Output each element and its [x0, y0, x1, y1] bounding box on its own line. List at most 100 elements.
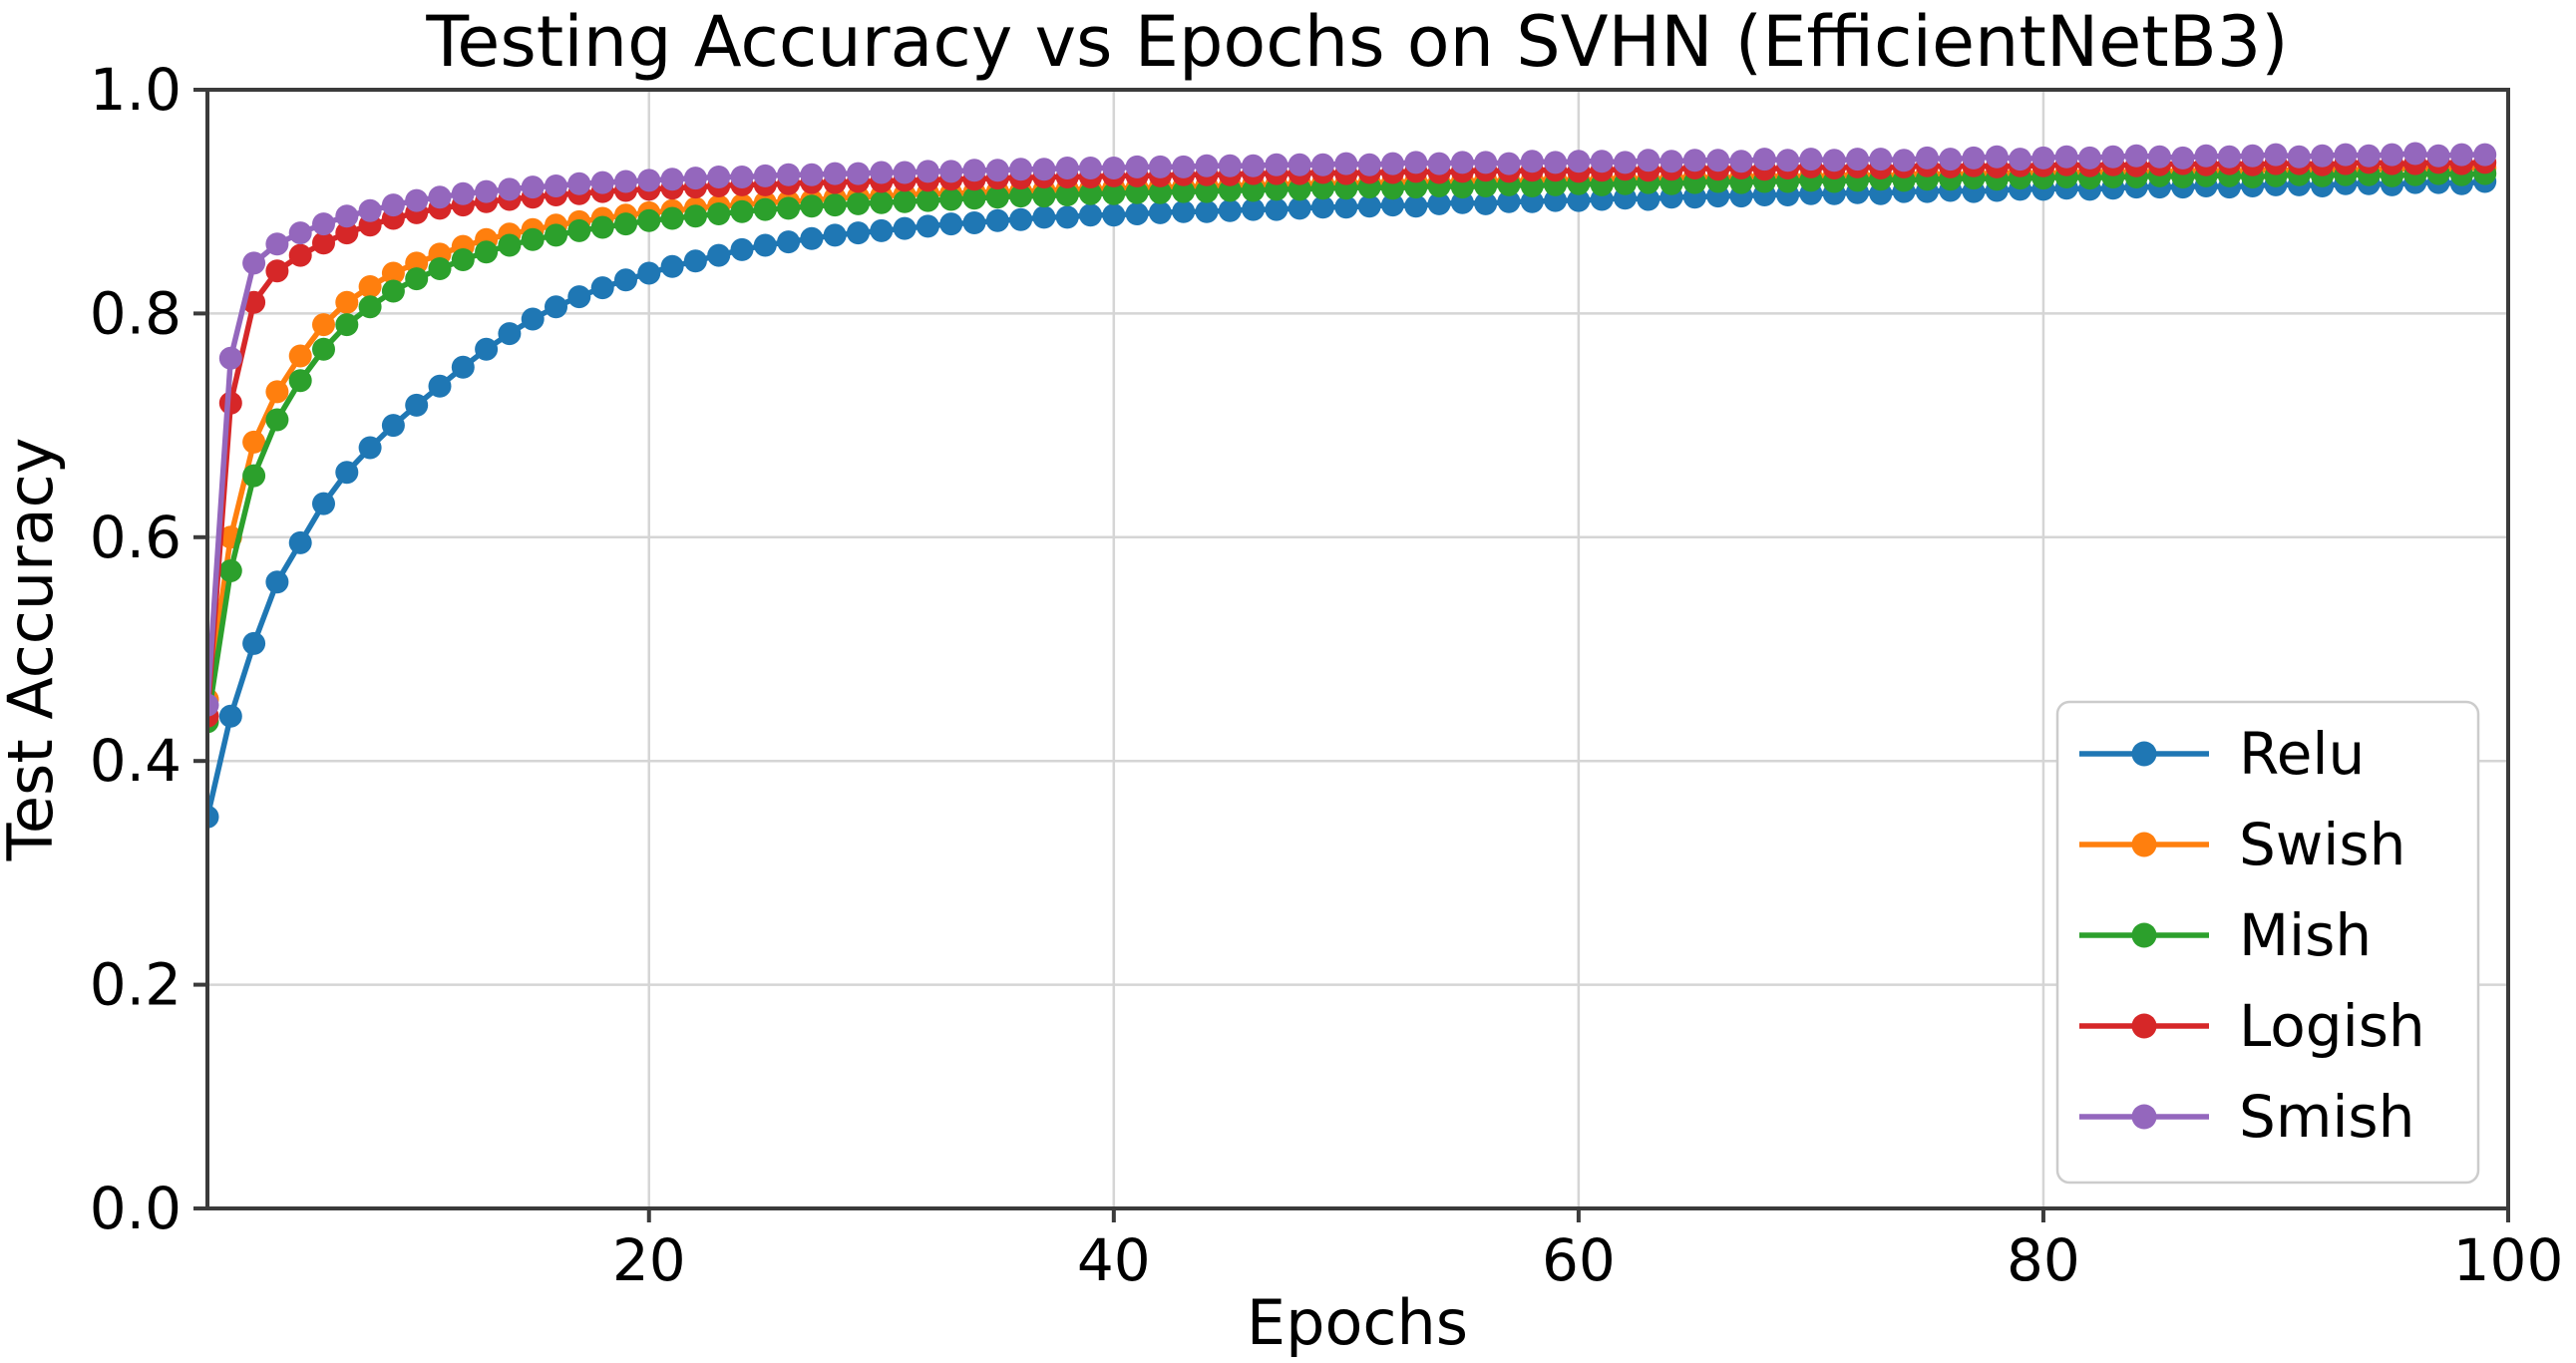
- data-point-smish: [1567, 150, 1591, 173]
- data-point-smish: [2194, 144, 2218, 168]
- data-point-mish: [335, 313, 359, 337]
- data-point-smish: [2031, 146, 2055, 170]
- data-point-smish: [207, 693, 219, 717]
- data-point-smish: [1427, 152, 1451, 175]
- data-point-smish: [1357, 153, 1381, 176]
- data-point-smish: [614, 170, 637, 193]
- data-point-smish: [2311, 144, 2335, 168]
- data-point-relu: [1195, 199, 1219, 223]
- data-point-smish: [1404, 151, 1428, 174]
- data-point-mish: [358, 295, 382, 319]
- data-point-smish: [1242, 154, 1266, 177]
- x-tick-label-40: 40: [1077, 1226, 1151, 1294]
- data-point-relu: [381, 414, 405, 438]
- data-point-smish: [2403, 142, 2427, 166]
- legend-item-mish: Mish: [2079, 901, 2372, 969]
- data-point-smish: [1590, 150, 1614, 173]
- legend-item-logish: Logish: [2079, 992, 2425, 1060]
- data-point-relu: [428, 374, 452, 398]
- data-point-smish: [2148, 145, 2171, 169]
- legend-item-smish: Smish: [2079, 1083, 2414, 1151]
- data-point-mish: [265, 408, 289, 432]
- data-point-mish: [498, 233, 522, 257]
- data-point-smish: [823, 162, 847, 185]
- data-point-relu: [1102, 203, 1126, 227]
- data-point-smish: [1218, 154, 1242, 177]
- data-point-smish: [683, 167, 707, 190]
- data-point-smish: [1846, 148, 1869, 171]
- data-point-smish: [1055, 157, 1079, 179]
- data-point-smish: [1497, 152, 1521, 175]
- data-point-mish: [405, 267, 429, 291]
- data-point-smish: [288, 221, 312, 245]
- data-point-mish: [1125, 180, 1149, 204]
- data-point-mish: [1079, 181, 1102, 205]
- data-point-smish: [2171, 146, 2195, 170]
- data-point-smish: [1869, 148, 1893, 171]
- data-point-smish: [847, 162, 870, 185]
- data-point-mish: [847, 191, 870, 215]
- data-point-mish: [614, 212, 637, 236]
- legend-label-mish: Mish: [2239, 901, 2372, 969]
- data-point-mish: [1102, 181, 1126, 205]
- legend-marker: [2131, 832, 2157, 857]
- y-axis-label: Test Accuracy: [0, 438, 67, 862]
- data-point-smish: [312, 212, 335, 236]
- data-point-relu: [637, 261, 661, 285]
- data-point-smish: [1799, 148, 1823, 171]
- data-point-mish: [753, 197, 777, 221]
- data-point-mish: [1242, 178, 1266, 202]
- data-point-smish: [1009, 158, 1033, 181]
- data-point-relu: [730, 237, 754, 261]
- data-point-relu: [358, 436, 382, 460]
- data-point-logish: [265, 259, 289, 283]
- data-point-smish: [1032, 158, 1056, 181]
- legend-marker: [2131, 741, 2157, 767]
- data-point-smish: [545, 174, 567, 197]
- data-point-smish: [777, 163, 801, 186]
- data-point-smish: [1102, 157, 1126, 179]
- data-point-relu: [498, 322, 522, 346]
- data-point-smish: [1450, 151, 1474, 174]
- y-tick-label-0.2: 0.2: [90, 951, 182, 1019]
- data-point-mish: [288, 369, 312, 393]
- data-point-relu: [265, 570, 289, 594]
- data-point-smish: [498, 177, 522, 201]
- data-point-logish: [288, 243, 312, 267]
- data-point-smish: [1776, 149, 1800, 172]
- data-point-relu: [405, 393, 429, 417]
- data-point-smish: [1752, 148, 1776, 171]
- y-tick-label-1.0: 1.0: [90, 56, 182, 124]
- data-point-smish: [753, 164, 777, 187]
- data-point-smish: [1892, 149, 1916, 172]
- data-point-smish: [521, 175, 545, 199]
- series-line-logish: [207, 160, 2485, 717]
- data-point-smish: [335, 204, 359, 228]
- data-point-swish: [381, 261, 405, 285]
- data-point-mish: [1265, 177, 1288, 201]
- data-point-mish: [893, 189, 917, 213]
- data-point-relu: [312, 492, 335, 515]
- data-point-mish: [985, 185, 1009, 209]
- data-point-smish: [1195, 154, 1219, 177]
- series-mish: [207, 162, 2497, 734]
- data-point-smish: [2217, 145, 2241, 169]
- data-point-mish: [962, 186, 986, 210]
- data-point-relu: [962, 211, 986, 234]
- x-tick-label-60: 60: [1542, 1226, 1616, 1294]
- legend-item-relu: Relu: [2079, 720, 2365, 788]
- data-point-mish: [1148, 180, 1172, 204]
- data-point-smish: [939, 160, 963, 183]
- data-point-relu: [545, 295, 567, 319]
- legend-marker: [2131, 1104, 2157, 1130]
- data-point-smish: [916, 160, 939, 183]
- data-point-relu: [218, 704, 242, 728]
- data-point-mish: [823, 193, 847, 217]
- data-point-relu: [521, 307, 545, 331]
- data-point-relu: [1334, 195, 1358, 219]
- data-point-relu: [939, 212, 963, 236]
- legend-marker: [2131, 922, 2157, 948]
- data-point-relu: [475, 337, 499, 361]
- x-axis-label: Epochs: [1247, 1286, 1468, 1359]
- data-point-smish: [1614, 151, 1637, 174]
